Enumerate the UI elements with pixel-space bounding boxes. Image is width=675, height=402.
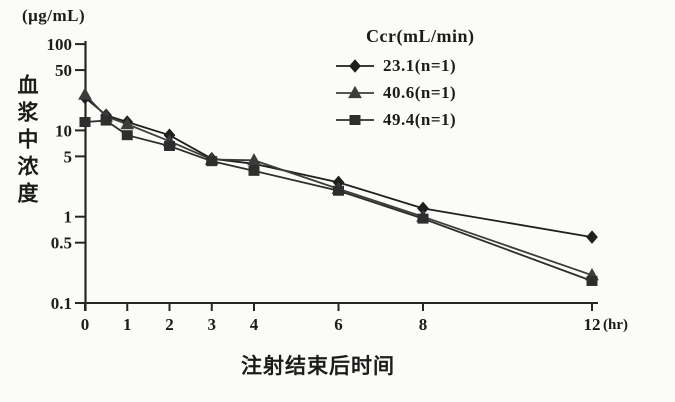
data-point-square xyxy=(121,130,133,141)
y-tick-label: 5 xyxy=(64,147,73,166)
x-tick-label: 3 xyxy=(208,315,217,334)
y-axis-unit-label: (μg/mL) xyxy=(22,6,86,25)
x-tick-label: 4 xyxy=(250,315,259,334)
legend-rows: 23.1(n=1) 40.6(n=1) 49.4(n=1) xyxy=(336,55,474,129)
legend-marker-square-icon xyxy=(336,114,374,125)
x-tick-label: 0 xyxy=(81,315,90,334)
legend: Ccr(mL/min) 23.1(n=1) 40.6(n=1) 49.4(n=1) xyxy=(336,26,475,129)
x-tick-label: 2 xyxy=(165,315,174,334)
y-tick-label: 100 xyxy=(47,35,73,54)
y-tick-label: 50 xyxy=(55,61,72,80)
legend-marker-diamond xyxy=(349,58,361,73)
data-point-square xyxy=(79,117,91,128)
legend-label: 40.6(n=1) xyxy=(383,82,457,102)
data-point-triangle xyxy=(247,153,261,166)
legend-marker-diamond-icon xyxy=(336,58,374,73)
legend-row: 49.4(n=1) xyxy=(336,109,474,129)
y-tick-label: 1 xyxy=(64,208,73,227)
data-point-square xyxy=(206,156,218,167)
y-tick-label: 0.1 xyxy=(51,294,72,313)
data-point-square xyxy=(100,115,112,126)
data-point-square xyxy=(586,275,598,286)
series-line-square xyxy=(84,119,593,282)
data-point-square xyxy=(164,140,175,151)
x-tick-label: 6 xyxy=(334,315,343,334)
x-axis-title: 注射结束后时间 xyxy=(241,354,395,378)
x-axis-unit-label: (hr) xyxy=(603,317,628,333)
data-point-triangle xyxy=(78,87,92,100)
legend-marker-triangle-icon xyxy=(336,85,374,98)
legend-row: 23.1(n=1) xyxy=(336,55,474,75)
data-point-square xyxy=(333,185,344,196)
data-point-diamond xyxy=(586,230,598,244)
legend-label: 49.4(n=1) xyxy=(383,109,457,129)
legend-marker-triangle xyxy=(348,85,362,98)
x-tick-label: 12 xyxy=(584,315,601,334)
legend-label: 23.1(n=1) xyxy=(383,55,457,75)
x-tick-label: 8 xyxy=(419,315,428,334)
legend-marker-square xyxy=(349,114,361,125)
y-tick-label: 0.5 xyxy=(51,234,72,253)
legend-row: 40.6(n=1) xyxy=(336,82,474,102)
y-tick-label: 10 xyxy=(55,121,72,140)
y-axis-title: 血浆中浓度 xyxy=(15,74,39,209)
legend-title: Ccr(mL/min) xyxy=(366,26,475,46)
x-tick-label: 1 xyxy=(123,315,132,334)
data-point-triangle xyxy=(120,116,135,130)
data-point-square xyxy=(248,165,260,176)
data-point-square xyxy=(417,213,429,224)
